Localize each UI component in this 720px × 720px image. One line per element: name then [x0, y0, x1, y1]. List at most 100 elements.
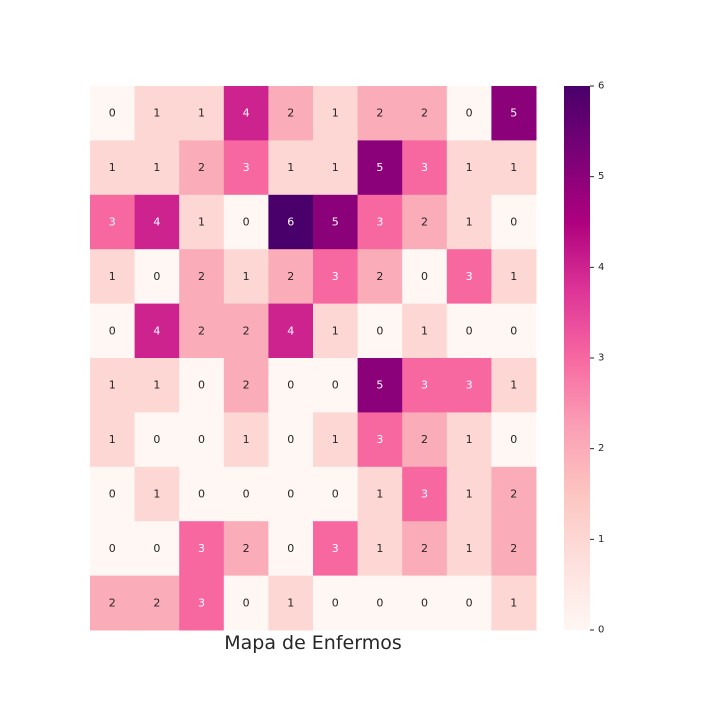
heatmap-cell-label: 2 [198, 270, 205, 283]
heatmap-cell-label: 2 [376, 270, 383, 283]
heatmap-cell-label: 3 [466, 270, 473, 283]
heatmap-cell-label: 1 [466, 216, 473, 229]
heatmap-cell [313, 303, 359, 359]
heatmap-cell-label: 1 [243, 270, 250, 283]
heatmap-cell-label: 3 [243, 161, 250, 174]
heatmap-cell-label: 3 [198, 596, 205, 609]
heatmap-cell [268, 521, 314, 577]
heatmap-cell [179, 249, 225, 305]
heatmap-cell [179, 86, 225, 141]
heatmap-cell [268, 412, 314, 468]
heatmap-cell [223, 303, 269, 359]
heatmap-cell-labels: 0 1 1 4 2 1 2 2 0 5 1 1 2 3 1 1 5 3 1 1 3 4 1 0 6 5 3 2 1 0 1 0 2 1 2 3 2 0 3 1… [109, 107, 517, 610]
heatmap-cell [446, 575, 492, 631]
heatmap-cell-label: 2 [109, 596, 116, 609]
heatmap-cell-label: 2 [243, 324, 250, 337]
heatmap-cell-label: 1 [510, 270, 517, 283]
colorbar-gradient [564, 86, 590, 630]
heatmap-cell-label: 4 [243, 107, 250, 120]
heatmap-cell [313, 194, 359, 250]
heatmap-cell-label: 2 [421, 433, 428, 446]
colorbar-tick-label: 4 [598, 262, 604, 273]
heatmap-cell [357, 412, 403, 468]
heatmap-cell [134, 86, 180, 141]
heatmap-cell [134, 521, 180, 577]
heatmap-cell [357, 358, 403, 413]
heatmap-cell-label: 0 [153, 433, 160, 446]
heatmap-cell [313, 358, 359, 413]
heatmap-cell [491, 194, 537, 250]
heatmap-cell-label: 3 [421, 379, 428, 392]
heatmap-cell-label: 4 [287, 324, 294, 337]
heatmap-cell-label: 1 [510, 596, 517, 609]
heatmap-cell [402, 412, 448, 468]
colorbar-tick-label: 3 [598, 353, 604, 364]
heatmap-cell-label: 0 [198, 488, 205, 501]
heatmap-cell [313, 466, 359, 522]
heatmap-cell-label: 1 [332, 107, 339, 120]
heatmap-cell [313, 521, 359, 577]
heatmap-cell [402, 303, 448, 359]
heatmap-cell [313, 249, 359, 305]
heatmap-cell-label: 0 [287, 488, 294, 501]
colorbar-tick-label: 0 [598, 625, 604, 636]
heatmap-cell [134, 140, 180, 196]
colorbar-tick-label: 2 [598, 443, 604, 454]
heatmap-cell [446, 358, 492, 413]
heatmap-cell-label: 2 [243, 542, 250, 555]
heatmap-cell-label: 1 [287, 596, 294, 609]
heatmap-cell [313, 412, 359, 468]
heatmap-cell [268, 249, 314, 305]
heatmap-cell-label: 1 [109, 161, 116, 174]
heatmap-cell [357, 194, 403, 250]
heatmap-cell [90, 358, 136, 413]
heatmap-cell-label: 0 [243, 596, 250, 609]
heatmap-cell-label: 0 [243, 488, 250, 501]
heatmap-cell [357, 303, 403, 359]
heatmap-cell-label: 3 [466, 379, 473, 392]
heatmap-cell-label: 1 [153, 488, 160, 501]
heatmap-cell [491, 466, 537, 522]
heatmap-cell [134, 249, 180, 305]
heatmap-cell-label: 1 [510, 161, 517, 174]
heatmap-cell [491, 140, 537, 196]
heatmap-cell [223, 575, 269, 631]
heatmap-cell [313, 86, 359, 141]
heatmap-cell-label: 3 [421, 161, 428, 174]
heatmap-cell-label: 1 [332, 324, 339, 337]
heatmap-cell [179, 575, 225, 631]
heatmap-cell-label: 0 [421, 596, 428, 609]
heatmap-cell-label: 1 [376, 488, 383, 501]
heatmap-cell [491, 86, 537, 141]
heatmap-cell-label: 0 [109, 324, 116, 337]
heatmap-cell-label: 0 [243, 216, 250, 229]
heatmap-cell-label: 0 [376, 324, 383, 337]
heatmap-cell-label: 2 [421, 216, 428, 229]
heatmap-cell-label: 0 [466, 107, 473, 120]
heatmap-cell-label: 2 [287, 270, 294, 283]
heatmap-cell [134, 194, 180, 250]
heatmap-cell-label: 5 [510, 107, 517, 120]
heatmap-cell [179, 303, 225, 359]
heatmap-cell-label: 5 [332, 216, 339, 229]
heatmap-cell-label: 1 [466, 433, 473, 446]
heatmap-cell-label: 2 [421, 107, 428, 120]
heatmap-cell-label: 0 [332, 488, 339, 501]
heatmap-cell [357, 466, 403, 522]
heatmap-cell-label: 2 [153, 596, 160, 609]
heatmap-cell-label: 1 [198, 216, 205, 229]
heatmap-cell-label: 0 [109, 542, 116, 555]
heatmap-cell [402, 194, 448, 250]
heatmap-cell [179, 521, 225, 577]
heatmap-cell [179, 358, 225, 413]
heatmap-cell [223, 521, 269, 577]
heatmap-cell-label: 0 [153, 270, 160, 283]
heatmap-cell [268, 575, 314, 631]
heatmap-cell [446, 412, 492, 468]
heatmap-cell [446, 140, 492, 196]
heatmap-cell-label: 1 [421, 324, 428, 337]
heatmap-cell-label: 1 [332, 433, 339, 446]
heatmap-cell-label: 1 [466, 542, 473, 555]
heatmap-cell [357, 249, 403, 305]
